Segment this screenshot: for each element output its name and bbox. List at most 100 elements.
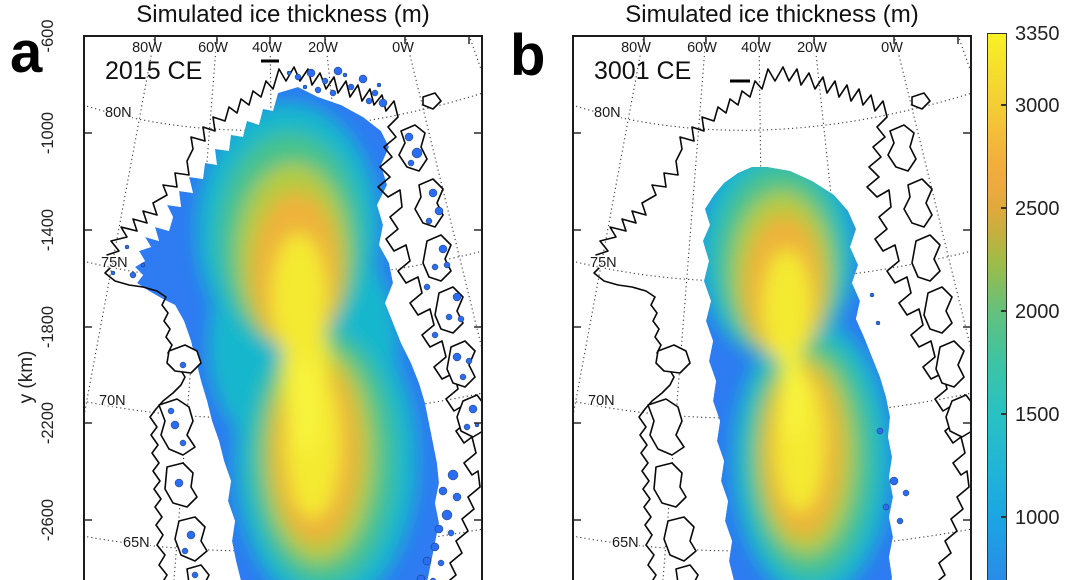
- peripheral-ice-patch: [174, 478, 184, 488]
- coastal-island: [911, 92, 931, 110]
- peripheral-ice-patch: [342, 72, 348, 78]
- peripheral-ice-patch: [411, 147, 423, 159]
- panel-letter-b: b: [510, 23, 546, 88]
- peripheral-ice-patch: [459, 373, 467, 381]
- colorbar-tick-label: 3000: [1015, 95, 1060, 117]
- coastal-island: [911, 234, 941, 282]
- colorbar-tick: [1001, 516, 1007, 518]
- peripheral-ice-patch: [465, 357, 473, 365]
- peripheral-ice-patch: [321, 77, 329, 85]
- peripheral-ice-patch: [434, 524, 444, 534]
- peripheral-ice-patch: [179, 361, 187, 369]
- colorbar-tick: [1001, 413, 1007, 415]
- peripheral-ice-patch: [463, 423, 471, 431]
- peripheral-ice-patch: [430, 542, 440, 552]
- peripheral-ice-patch: [404, 132, 414, 142]
- peripheral-ice-patch: [452, 492, 462, 502]
- peripheral-ice-patch: [423, 283, 431, 291]
- graticule-meridian: [662, 34, 707, 580]
- parallel-label: 65N: [612, 535, 639, 551]
- coastal-island: [945, 394, 973, 438]
- peripheral-ice-patches: [869, 292, 910, 525]
- peripheral-ice-patch: [445, 313, 453, 321]
- peripheral-ice-patch: [882, 503, 890, 511]
- graticule-meridian: [468, 34, 484, 76]
- coastal-island: [166, 344, 202, 374]
- panel-a-title: Simulated ice thickness (m): [136, 1, 430, 28]
- graticule-labels: 80W 60W 40W 20W 0W 80N 75N 70N 65N: [587, 39, 905, 553]
- meridian-label: 60W: [198, 40, 228, 56]
- peripheral-ice-patch: [306, 68, 316, 78]
- y-axis-tick-label: -1000: [39, 111, 57, 155]
- year-label: 2015 CE: [105, 57, 202, 85]
- coastal-island: [446, 340, 476, 388]
- panel-letter-a: a: [10, 20, 43, 85]
- map-panel-b: 80W 60W 40W 20W 0W 80N 75N 70N 65N 3001 CE: [571, 34, 973, 580]
- meridian-label: 20W: [308, 40, 338, 56]
- peripheral-ice-patch: [468, 404, 478, 414]
- colorbar-gradient: [987, 33, 1007, 580]
- peripheral-ice-patch: [329, 89, 337, 97]
- graticule-meridian: [82, 34, 156, 422]
- peripheral-ice-patch: [333, 66, 343, 76]
- peripheral-ice-patch: [416, 574, 426, 580]
- colorbar-tick: [1001, 310, 1007, 312]
- meridian-label: 40W: [741, 40, 771, 56]
- peripheral-ice-patch: [170, 420, 180, 430]
- peripheral-ice-patch: [140, 262, 146, 268]
- peripheral-ice-patch: [181, 547, 189, 555]
- parallel-label: 80N: [105, 105, 132, 121]
- peripheral-ice-patch: [110, 270, 116, 276]
- meridian-label: 60W: [687, 40, 717, 56]
- coastal-island: [456, 394, 484, 438]
- parallel-label: 70N: [99, 393, 126, 409]
- meridian-label: 0W: [392, 40, 414, 56]
- ice-sheet: [703, 167, 893, 580]
- map-panel-a-svg: 80W 60W 40W 20W 0W 80N 75N 70N 65N 2015 CE: [82, 34, 484, 580]
- coastal-island: [653, 462, 687, 508]
- coastal-island: [647, 398, 685, 456]
- coastal-island: [935, 340, 965, 388]
- peripheral-ice-patch: [437, 559, 445, 567]
- y-axis-tick-label: -600: [39, 19, 57, 53]
- peripheral-ice-patch: [431, 263, 439, 271]
- y-axis-label: y (km): [16, 350, 37, 404]
- graticule-parallel: [571, 92, 973, 131]
- graticule-parallel: [82, 250, 484, 282]
- year-label: 3001 CE: [594, 57, 691, 85]
- ice-thickness-layer: [762, 249, 812, 365]
- peripheral-ice-patch: [457, 315, 465, 323]
- peripheral-ice-patch: [302, 84, 308, 90]
- colorbar-tick-label: 3350: [1015, 23, 1060, 45]
- peripheral-ice-patch: [365, 97, 373, 105]
- peripheral-ice-patch: [428, 188, 438, 198]
- peripheral-ice-patch: [876, 427, 884, 435]
- peripheral-ice-patch: [378, 98, 388, 108]
- colorbar-tick: [1001, 207, 1007, 209]
- colorbar-tick-label: 2000: [1015, 301, 1060, 323]
- y-axis-tick-label: -1800: [39, 305, 57, 349]
- coastal-island: [186, 564, 210, 580]
- meridian-label: 80W: [621, 40, 651, 56]
- peripheral-ice-patch: [371, 89, 379, 97]
- colorbar: 3350 3000 2500 2000 1500 1000: [987, 23, 1067, 580]
- colorbar-tick-label: 2500: [1015, 198, 1060, 220]
- axes-box: [83, 35, 483, 580]
- peripheral-ice-patch: [425, 217, 433, 225]
- y-axis-tick-label: -2200: [39, 401, 57, 445]
- peripheral-ice-patch: [186, 530, 196, 540]
- peripheral-ice-patch: [347, 83, 355, 91]
- parallel-label: 75N: [590, 255, 617, 271]
- coastal-island: [663, 516, 697, 562]
- peripheral-ice-patch: [191, 571, 199, 579]
- peripheral-ice-patch: [438, 244, 448, 254]
- axes-ticks: [574, 35, 970, 521]
- axes-box: [572, 35, 972, 580]
- peripheral-ice-patch: [314, 86, 322, 94]
- peripheral-ice-patch: [376, 82, 382, 88]
- parallel-label: 65N: [123, 535, 150, 551]
- peripheral-ice-patch: [407, 159, 415, 167]
- coastline: [593, 66, 973, 580]
- coastal-island: [903, 178, 933, 228]
- coastal-island: [422, 234, 452, 282]
